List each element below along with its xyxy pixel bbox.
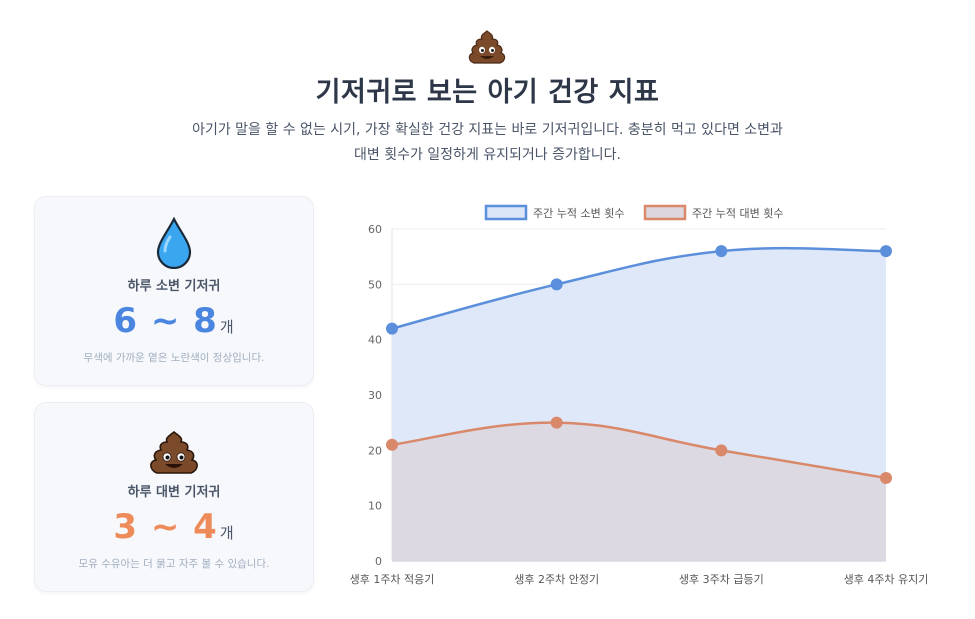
x-tick-label: 생후 3주차 급등기 (679, 573, 764, 586)
y-tick-label: 20 (368, 444, 382, 457)
data-point[interactable] (386, 322, 398, 335)
x-tick-label: 생후 2주차 안정기 (514, 573, 599, 586)
series-area-2 (392, 422, 886, 561)
stool-count-unit: 개 (219, 524, 235, 542)
data-point[interactable] (550, 416, 563, 429)
subtitle-line-1: 아기가 말을 할 수 없는 시기, 가장 확실한 건강 지표는 바로 기저귀입니… (192, 122, 783, 138)
legend-label[interactable]: 주간 누적 소변 횟수 (533, 207, 624, 220)
water-drop-icon (156, 217, 192, 269)
series-line-1 (391, 246, 887, 330)
card-label: 하루 대변 기저귀 (127, 485, 221, 500)
card-label: 하루 소변 기저귀 (127, 279, 221, 294)
x-tick-label: 생후 4주차 유지기 (844, 573, 929, 586)
card-note: 무색에 가까운 옅은 노란색이 정상입니다. (83, 352, 265, 364)
poop-icon (150, 430, 198, 474)
y-tick-label: 40 (368, 334, 382, 347)
data-point[interactable] (880, 472, 892, 484)
card-note: 모유 수유아는 더 묽고 자주 볼 수 있습니다. (78, 558, 270, 570)
data-point[interactable] (550, 278, 563, 291)
subtitle-line-2: 대변 횟수가 일정하게 유지되거나 증가합니다. (354, 147, 621, 163)
series-line-2 (391, 421, 887, 480)
urine-count-unit: 개 (219, 318, 235, 336)
legend-label[interactable]: 주간 누적 대변 횟수 (692, 207, 783, 220)
y-tick-label: 10 (368, 500, 382, 513)
data-point[interactable] (715, 444, 728, 457)
legend-swatch[interactable] (643, 204, 687, 221)
urine-count-value: 6 ~ 8 (113, 301, 218, 341)
page-subtitle: 아기가 말을 할 수 없는 시기, 가장 확실한 건강 지표는 바로 기저귀입니… (150, 118, 825, 168)
y-tick-label: 50 (368, 278, 382, 291)
poop-icon (468, 30, 506, 64)
stool-count-value: 3 ~ 4 (113, 507, 218, 547)
diaper-trend-chart: 0 10 20 30 40 50 60 생후 1주차 적응기 생후 2주차 안정기 생후 3주차 … (350, 204, 929, 586)
page-title: 기저귀로 보는 아기 건강 지표 (315, 77, 660, 108)
y-tick-label: 30 (368, 389, 382, 402)
x-tick-label: 생후 1주차 적응기 (350, 573, 435, 586)
legend-swatch[interactable] (484, 204, 528, 221)
data-point[interactable] (880, 245, 892, 258)
y-tick-label: 60 (368, 223, 382, 236)
data-point[interactable] (386, 438, 398, 451)
y-tick-label: 0 (375, 555, 382, 568)
data-point[interactable] (715, 245, 728, 258)
